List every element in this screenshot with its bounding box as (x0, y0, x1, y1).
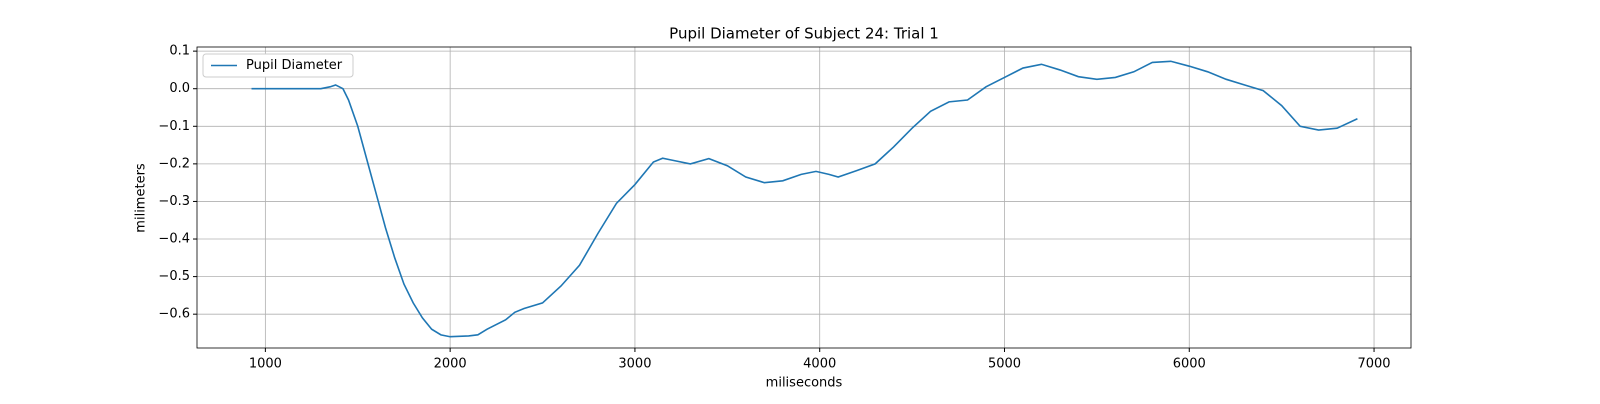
legend-label: Pupil Diameter (246, 58, 343, 73)
plot-frame (196, 46, 1412, 349)
x-tick-label: 6000 (1173, 357, 1206, 372)
y-tick-label: −0.5 (158, 269, 190, 284)
y-tick-label: −0.1 (158, 119, 190, 134)
y-tick-label: −0.4 (158, 232, 190, 247)
y-tick-label: −0.3 (158, 194, 190, 209)
legend-box (202, 53, 354, 78)
x-tick-label: 7000 (1357, 357, 1390, 372)
x-tick-label: 4000 (803, 357, 836, 372)
y-tick-label: 0.1 (169, 44, 190, 59)
y-tick-label: 0.0 (169, 81, 190, 96)
x-tick-label: 1000 (249, 357, 282, 372)
y-tick-label: −0.6 (158, 307, 190, 322)
y-axis-label: milimeters (134, 163, 149, 233)
x-axis-label: miliseconds (766, 376, 843, 391)
chart-title: Pupil Diameter of Subject 24: Trial 1 (669, 25, 939, 43)
x-tick-label: 5000 (988, 357, 1021, 372)
x-tick-label: 3000 (618, 357, 651, 372)
y-tick-label: −0.2 (158, 156, 190, 171)
data-line (251, 60, 1358, 338)
x-tick-label: 2000 (434, 357, 467, 372)
